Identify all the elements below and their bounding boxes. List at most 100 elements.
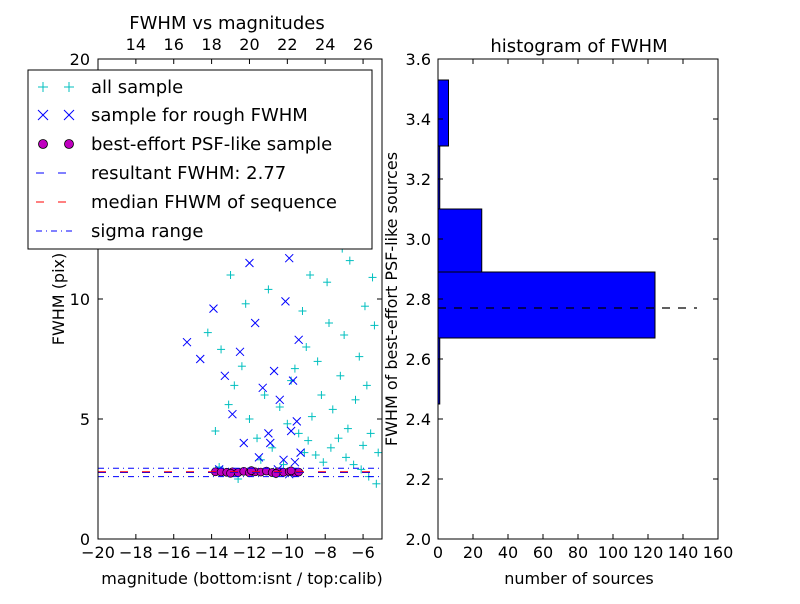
rough-sample-point [228, 409, 237, 419]
scatter-y-tick-label: 0 [80, 530, 90, 549]
all-sample-point [319, 458, 328, 467]
scatter-x-tick-label: −20 [81, 543, 115, 562]
rough-sample-point [269, 366, 279, 376]
scatter-top-tick-label: 16 [164, 35, 184, 54]
all-sample-point [340, 331, 349, 339]
all-sample-point [307, 412, 316, 421]
histogram-y-tick-label: 3.6 [406, 50, 431, 69]
scatter-x-tick-label: −14 [195, 543, 229, 562]
histogram-y-tick-label: 2.0 [406, 530, 431, 549]
all-sample-point [328, 405, 337, 414]
histogram-bar [437, 208, 483, 273]
all-sample-point [323, 278, 332, 287]
all-sample-point [355, 352, 364, 361]
rough-sample-point [245, 258, 254, 268]
scatter-x-tick-label: −6 [351, 543, 375, 562]
all-sample-point [374, 448, 383, 457]
legend-entry-sigma-range: sigma range [36, 221, 203, 242]
histogram-y-label: FWHM of best-effort PSF-like sources [382, 152, 401, 446]
histogram-x-tick-label: 120 [633, 543, 664, 562]
scatter-top-tick-label: 18 [201, 35, 221, 54]
legend-entry-psf-sample: best-effort PSF-like sample [38, 134, 332, 155]
histogram-x-tick-label: 40 [498, 543, 518, 562]
all-sample-point [326, 443, 335, 452]
legend-label: best-effort PSF-like sample [91, 134, 332, 155]
all-sample-point [211, 427, 220, 435]
all-sample-point [342, 453, 351, 462]
histogram-x-tick-label: 160 [703, 543, 734, 562]
scatter-x-tick-label: −8 [313, 543, 337, 562]
all-sample-point [230, 381, 239, 390]
all-sample-point [357, 465, 366, 474]
histogram-y-tick-label: 2.4 [406, 410, 431, 429]
all-sample-point [368, 273, 377, 282]
all-sample-point [313, 357, 322, 366]
rough-sample-point [258, 383, 268, 393]
histogram-bar [437, 79, 449, 147]
all-sample-point [351, 395, 360, 404]
psf-sample-point [286, 466, 296, 476]
histogram-x-tick-label: 60 [533, 543, 553, 562]
all-sample-point [290, 364, 299, 373]
histogram-y-tick-label: 3.2 [406, 170, 431, 189]
legend-entry-median-fwhm: median FHWM of sequence [36, 192, 337, 213]
all-sample-point [253, 434, 262, 443]
all-sample-point [372, 479, 381, 488]
histogram-x-ticks: 0 20 40 60 80 100 120 140 160 [433, 59, 733, 562]
scatter-x-tick-label: −18 [119, 543, 153, 562]
all-sample-point [311, 451, 320, 459]
legend-plus-marker-icon [38, 82, 74, 92]
scatter-y-tick-label: 10 [70, 290, 90, 309]
all-sample-point [345, 256, 354, 265]
all-sample-point [203, 328, 212, 337]
histogram-y-ticks: 2.0 2.2 2.4 2.6 2.8 3.0 3.2 3.4 3.6 [406, 50, 718, 549]
rough-sample-point [284, 253, 294, 263]
rough-sample-point [281, 297, 290, 306]
scatter-x-tick-label: −10 [270, 543, 304, 562]
all-sample-point [245, 415, 254, 423]
histogram-x-tick-label: 140 [668, 543, 699, 562]
all-sample-point [343, 424, 352, 433]
scatter-top-tick-label: 26 [353, 35, 373, 54]
all-sample-point [275, 403, 284, 411]
rough-sample-point [209, 304, 218, 313]
rough-sample-point [290, 457, 300, 467]
scatter-top-tick-label: 20 [239, 35, 259, 54]
all-sample-point [217, 345, 226, 354]
all-sample-point [304, 436, 313, 445]
all-sample-point [279, 460, 288, 469]
all-sample-point [317, 391, 326, 399]
histogram-x-tick-label: 100 [598, 543, 629, 562]
scatter-y-tick-label: 20 [70, 50, 90, 69]
all-sample-point [306, 271, 315, 279]
legend-label: all sample [91, 77, 183, 98]
psf-sample-point [226, 468, 235, 478]
rough-sample-point [195, 354, 205, 364]
scatter-top-ticks: 14 16 18 20 22 24 26 [126, 35, 374, 54]
scatter-title: FWHM vs magnitudes [129, 13, 324, 34]
histogram-x-tick-label: 0 [433, 543, 443, 562]
histogram-panel: 0 20 40 60 80 100 120 140 160 2.0 2.2 2.4 2.6 2.8 3.0… [382, 36, 733, 588]
rough-sample-point [264, 429, 273, 438]
scatter-top-tick-label: 22 [277, 35, 297, 54]
all-sample-point [226, 271, 235, 279]
legend-label: resultant FWHM: 2.77 [91, 163, 286, 184]
all-sample-point [360, 302, 369, 311]
all-sample-point [334, 434, 343, 443]
all-sample-point [366, 429, 375, 438]
rough-sample-point [275, 395, 285, 405]
rough-sample-point [279, 455, 288, 465]
all-sample-point [241, 299, 250, 308]
all-sample-point [336, 371, 345, 380]
rough-sample-point [296, 448, 305, 457]
histogram-title: histogram of FWHM [490, 36, 667, 57]
rough-sample-point [292, 417, 302, 426]
all-sample-point [324, 319, 333, 327]
histogram-x-tick-label: 80 [568, 543, 588, 562]
legend-label: median FHWM of sequence [91, 192, 337, 213]
legend-label: sample for rough FWHM [91, 105, 308, 126]
histogram-y-tick-label: 2.2 [406, 470, 431, 489]
all-sample-point [287, 376, 296, 385]
legend-label: sigma range [91, 221, 203, 242]
